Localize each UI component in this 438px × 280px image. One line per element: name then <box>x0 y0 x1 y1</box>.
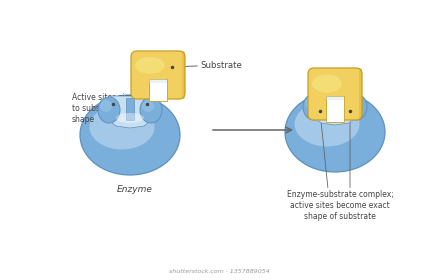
Ellipse shape <box>89 104 155 150</box>
Ellipse shape <box>305 97 317 109</box>
Text: Enzyme: Enzyme <box>117 185 153 194</box>
Text: shutterstock.com · 1357889054: shutterstock.com · 1357889054 <box>169 269 269 274</box>
Ellipse shape <box>303 94 325 120</box>
Text: Active sites similar
to substrate's
shape: Active sites similar to substrate's shap… <box>72 93 145 124</box>
Ellipse shape <box>321 110 349 120</box>
FancyBboxPatch shape <box>131 51 185 99</box>
FancyBboxPatch shape <box>308 68 362 120</box>
Polygon shape <box>126 98 134 120</box>
Ellipse shape <box>116 113 144 123</box>
Polygon shape <box>326 96 344 122</box>
Ellipse shape <box>142 100 154 112</box>
Text: Substrate: Substrate <box>172 60 242 69</box>
Ellipse shape <box>140 97 162 123</box>
Polygon shape <box>182 51 185 99</box>
Polygon shape <box>331 95 339 117</box>
Ellipse shape <box>347 97 359 109</box>
Ellipse shape <box>98 97 120 123</box>
Ellipse shape <box>285 92 385 172</box>
Ellipse shape <box>294 102 360 146</box>
Ellipse shape <box>345 94 367 120</box>
Polygon shape <box>111 96 149 128</box>
Ellipse shape <box>312 74 342 93</box>
Polygon shape <box>149 79 167 83</box>
Polygon shape <box>326 96 344 100</box>
Polygon shape <box>149 79 167 101</box>
Ellipse shape <box>100 100 112 112</box>
Text: Enzyme-substrate complex;
active sites become exact
shape of substrate: Enzyme-substrate complex; active sites b… <box>286 190 393 221</box>
Ellipse shape <box>80 95 180 175</box>
Polygon shape <box>316 93 354 125</box>
Polygon shape <box>359 68 362 120</box>
Ellipse shape <box>135 57 165 74</box>
